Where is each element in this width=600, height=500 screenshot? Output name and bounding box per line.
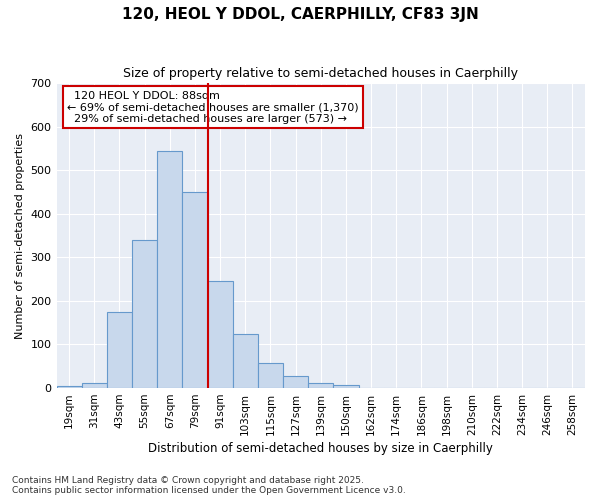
Bar	[56, 386, 82, 388]
Bar	[233, 334, 258, 388]
Text: Contains HM Land Registry data © Crown copyright and database right 2025.
Contai: Contains HM Land Registry data © Crown c…	[12, 476, 406, 495]
Bar	[157, 150, 182, 388]
Bar	[334, 384, 359, 388]
Title: Size of property relative to semi-detached houses in Caerphilly: Size of property relative to semi-detach…	[123, 68, 518, 80]
Bar	[258, 363, 283, 388]
Bar	[82, 383, 107, 388]
X-axis label: Distribution of semi-detached houses by size in Caerphilly: Distribution of semi-detached houses by …	[148, 442, 493, 455]
Bar	[182, 192, 208, 388]
Bar	[132, 240, 157, 388]
Y-axis label: Number of semi-detached properties: Number of semi-detached properties	[15, 132, 25, 338]
Bar	[308, 383, 334, 388]
Text: 120 HEOL Y DDOL: 88sqm
← 69% of semi-detached houses are smaller (1,370)
  29% o: 120 HEOL Y DDOL: 88sqm ← 69% of semi-det…	[67, 90, 359, 124]
Bar	[208, 282, 233, 388]
Bar	[107, 312, 132, 388]
Bar	[283, 376, 308, 388]
Text: 120, HEOL Y DDOL, CAERPHILLY, CF83 3JN: 120, HEOL Y DDOL, CAERPHILLY, CF83 3JN	[122, 8, 478, 22]
